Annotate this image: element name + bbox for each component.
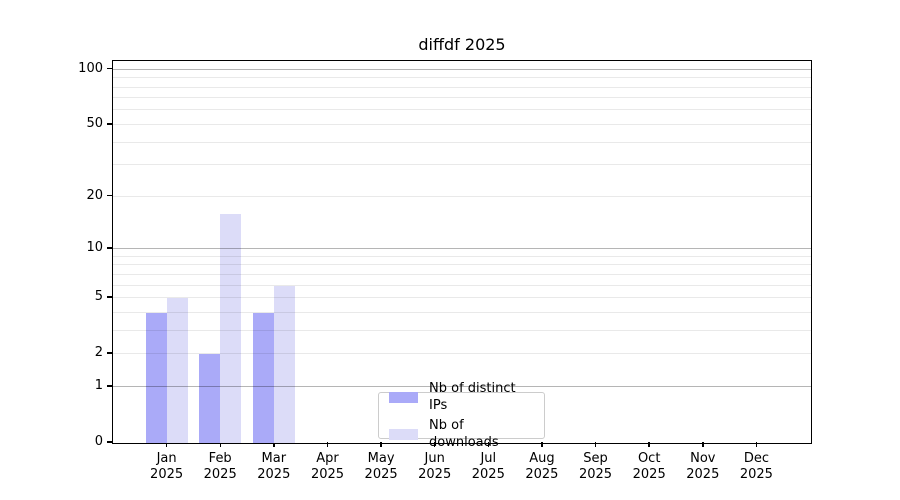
y-tick-mark-1 [107,385,112,387]
y-tick-mark-100 [107,67,112,70]
y-tick-mark-50 [107,123,112,125]
y-tick-label-1: 1 [94,377,103,393]
x-tick-mark-feb [219,442,221,447]
y-tick-label-50: 50 [86,115,103,131]
x-tick-mark-dec [755,442,758,447]
x-tick-label-aug: Aug 2025 [525,451,559,482]
y-tick-mark-10 [107,247,112,249]
legend-label-distinct-ips: Nb of distinct IPs [429,381,516,413]
legend-swatch-distinct-ips-icon [389,391,418,403]
x-tick-mark-jul [487,442,490,447]
bar-series1-jan [166,298,188,443]
y-tick-label-5: 5 [94,289,103,304]
bar-series0-mar [252,312,274,443]
legend: Nb of distinct IPs Nb of downloads [378,381,545,450]
y-tick-label-10: 10 [86,240,103,255]
y-tick-mark-20 [107,194,112,197]
x-tick-mark-jan [165,442,168,447]
chart-title: diffdf 2025 [418,35,506,54]
x-tick-label-may: May 2025 [364,451,398,482]
y-tick-label-100: 100 [78,60,103,76]
x-tick-label-jan: Jan 2025 [150,451,184,482]
bar-series0-jan [145,312,167,443]
y-axis: 0 1 2 5 10 20 50 100 [0,60,112,449]
y-tick-mark-2 [107,352,112,354]
x-tick-label-dec: Dec 2025 [739,451,773,482]
x-tick-mark-nov [702,442,704,447]
bar-series1-mar [273,285,295,443]
x-tick-mark-sep [594,442,597,447]
x-tick-mark-aug [541,442,543,447]
x-tick-label-sep: Sep 2025 [578,451,613,482]
legend-swatch-downloads-icon [389,428,418,440]
legend-row: Nb of distinct IPs [387,380,536,414]
y-tick-mark-5 [107,296,112,298]
y-tick-label-2: 2 [94,345,103,361]
x-tick-mark-mar [273,442,275,447]
y-tick-label-20: 20 [86,187,103,203]
plot-area [112,60,812,444]
x-tick-mark-may [380,442,382,447]
x-tick-mark-jun [433,442,436,447]
bar-series0-feb [199,354,221,443]
x-tick-label-apr: Apr 2025 [310,451,345,482]
x-tick-mark-oct [648,442,650,447]
x-tick-label-jul: Jul 2025 [471,451,505,482]
x-tick-label-feb: Feb 2025 [203,451,237,482]
legend-label-downloads: Nb of downloads [429,418,499,450]
x-tick-label-jun: Jun 2025 [418,451,452,482]
y-tick-label-0: 0 [94,434,103,449]
x-tick-mark-apr [326,442,329,447]
x-axis: Jan 2025 Feb 2025 Mar 2025 Apr 2025 May 2025… [113,442,811,495]
x-tick-label-mar: Mar 2025 [257,451,291,482]
legend-row: Nb of downloads [387,417,536,451]
y-tick-mark-0 [107,441,112,443]
x-tick-label-oct: Oct 2025 [632,451,666,482]
bar-series1-feb [220,213,242,443]
bars [113,61,811,443]
x-tick-label-nov: Nov 2025 [686,451,720,482]
